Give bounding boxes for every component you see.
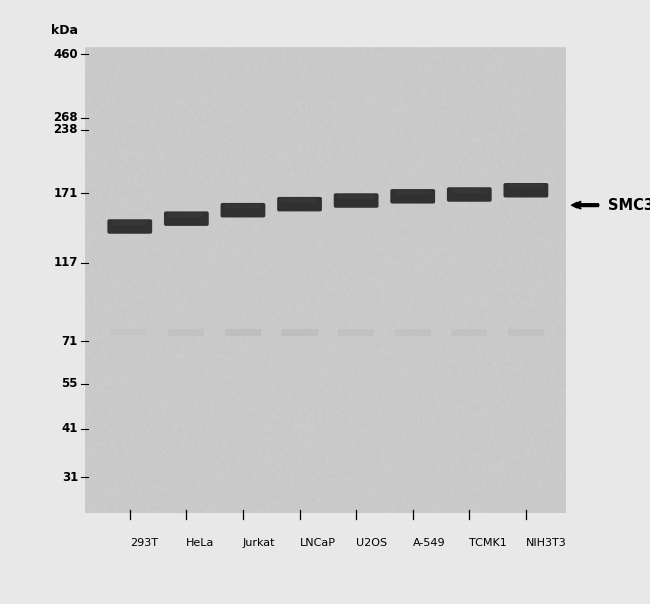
FancyBboxPatch shape [452, 188, 487, 193]
FancyBboxPatch shape [225, 204, 261, 208]
Text: LNCaP: LNCaP [300, 538, 335, 548]
FancyBboxPatch shape [333, 193, 378, 208]
Bar [338, 329, 374, 336]
Text: 55: 55 [62, 377, 78, 390]
Text: 238: 238 [53, 123, 78, 137]
Bar [281, 329, 318, 336]
FancyBboxPatch shape [508, 184, 544, 188]
Text: 117: 117 [53, 256, 78, 269]
Text: Jurkat: Jurkat [243, 538, 276, 548]
Bar [395, 329, 431, 336]
FancyBboxPatch shape [338, 194, 374, 199]
Bar [168, 329, 204, 336]
Text: A-549: A-549 [413, 538, 445, 548]
Text: 71: 71 [62, 335, 78, 348]
FancyBboxPatch shape [395, 190, 430, 194]
Bar [111, 329, 147, 335]
Text: 171: 171 [53, 187, 78, 200]
FancyBboxPatch shape [112, 220, 148, 225]
Text: SMC3: SMC3 [608, 198, 650, 213]
Text: NIH3T3: NIH3T3 [526, 538, 567, 548]
Text: U2OS: U2OS [356, 538, 387, 548]
Bar [508, 329, 544, 336]
FancyBboxPatch shape [390, 189, 435, 204]
Text: 460: 460 [53, 48, 78, 61]
Bar [84, 48, 566, 513]
FancyBboxPatch shape [107, 219, 152, 234]
FancyBboxPatch shape [164, 211, 209, 226]
Text: 268: 268 [53, 111, 78, 124]
Text: 293T: 293T [130, 538, 158, 548]
FancyBboxPatch shape [504, 183, 549, 198]
Bar [451, 329, 488, 336]
Text: kDa: kDa [51, 24, 78, 37]
Text: TCMK1: TCMK1 [469, 538, 507, 548]
FancyBboxPatch shape [168, 213, 204, 217]
Text: 31: 31 [62, 471, 78, 484]
Bar [225, 329, 261, 336]
Text: 41: 41 [62, 422, 78, 435]
FancyBboxPatch shape [220, 203, 265, 217]
Text: HeLa: HeLa [187, 538, 214, 548]
FancyBboxPatch shape [447, 187, 491, 202]
FancyBboxPatch shape [277, 197, 322, 211]
FancyBboxPatch shape [281, 198, 317, 202]
